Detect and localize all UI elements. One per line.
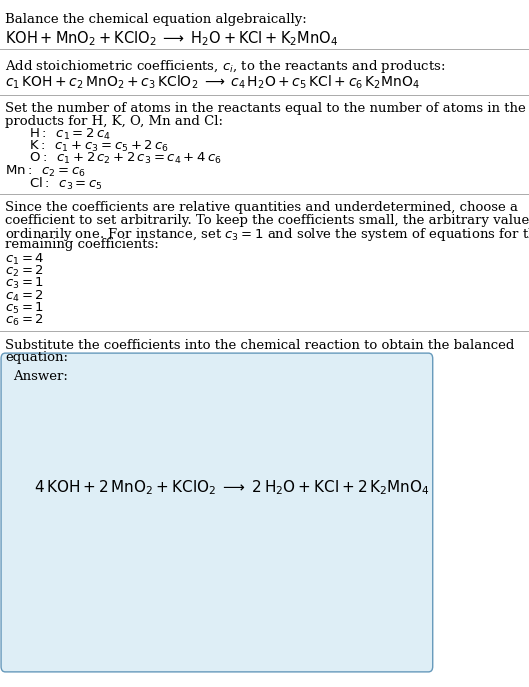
Text: coefficient to set arbitrarily. To keep the coefficients small, the arbitrary va: coefficient to set arbitrarily. To keep … xyxy=(5,214,529,227)
Text: Answer:: Answer: xyxy=(13,370,68,383)
Text: $\mathrm{KOH} + \mathrm{MnO_2} + \mathrm{KClO_2} \;\longrightarrow\; \mathrm{H_2: $\mathrm{KOH} + \mathrm{MnO_2} + \mathrm… xyxy=(5,29,339,47)
Text: $\mathrm{O:}\;\; c_1 + 2\,c_2 + 2\,c_3 = c_4 + 4\,c_6$: $\mathrm{O:}\;\; c_1 + 2\,c_2 + 2\,c_3 =… xyxy=(29,151,222,166)
Text: $c_2 = 2$: $c_2 = 2$ xyxy=(5,264,44,279)
Text: $4\,\mathrm{KOH} + 2\,\mathrm{MnO_2} + \mathrm{KClO_2} \;\longrightarrow\; 2\,\m: $4\,\mathrm{KOH} + 2\,\mathrm{MnO_2} + \… xyxy=(34,478,430,497)
Text: $\mathrm{H:}\;\; c_1 = 2\,c_4$: $\mathrm{H:}\;\; c_1 = 2\,c_4$ xyxy=(29,126,111,142)
Text: remaining coefficients:: remaining coefficients: xyxy=(5,238,159,251)
Text: Balance the chemical equation algebraically:: Balance the chemical equation algebraica… xyxy=(5,13,307,26)
Text: products for H, K, O, Mn and Cl:: products for H, K, O, Mn and Cl: xyxy=(5,115,223,128)
Text: $c_1\,\mathrm{KOH} + c_2\,\mathrm{MnO_2} + c_3\,\mathrm{KClO_2} \;\longrightarro: $c_1\,\mathrm{KOH} + c_2\,\mathrm{MnO_2}… xyxy=(5,74,420,91)
Text: $c_6 = 2$: $c_6 = 2$ xyxy=(5,313,44,328)
Text: $c_4 = 2$: $c_4 = 2$ xyxy=(5,289,44,304)
Text: $\mathrm{K:}\;\; c_1 + c_3 = c_5 + 2\,c_6$: $\mathrm{K:}\;\; c_1 + c_3 = c_5 + 2\,c_… xyxy=(29,139,169,154)
Text: equation:: equation: xyxy=(5,351,68,364)
Text: Add stoichiometric coefficients, $c_i$, to the reactants and products:: Add stoichiometric coefficients, $c_i$, … xyxy=(5,58,445,76)
Text: $\mathrm{Cl:}\;\; c_3 = c_5$: $\mathrm{Cl:}\;\; c_3 = c_5$ xyxy=(29,176,103,192)
Text: Since the coefficients are relative quantities and underdetermined, choose a: Since the coefficients are relative quan… xyxy=(5,201,518,214)
FancyBboxPatch shape xyxy=(1,353,433,672)
Text: $c_5 = 1$: $c_5 = 1$ xyxy=(5,301,44,316)
Text: Set the number of atoms in the reactants equal to the number of atoms in the: Set the number of atoms in the reactants… xyxy=(5,102,526,115)
Text: $\mathrm{Mn:}\;\; c_2 = c_6$: $\mathrm{Mn:}\;\; c_2 = c_6$ xyxy=(5,164,86,179)
Text: $c_1 = 4$: $c_1 = 4$ xyxy=(5,251,45,267)
Text: $c_3 = 1$: $c_3 = 1$ xyxy=(5,276,44,291)
Text: ordinarily one. For instance, set $c_3 = 1$ and solve the system of equations fo: ordinarily one. For instance, set $c_3 =… xyxy=(5,226,529,243)
Text: Substitute the coefficients into the chemical reaction to obtain the balanced: Substitute the coefficients into the che… xyxy=(5,339,515,352)
